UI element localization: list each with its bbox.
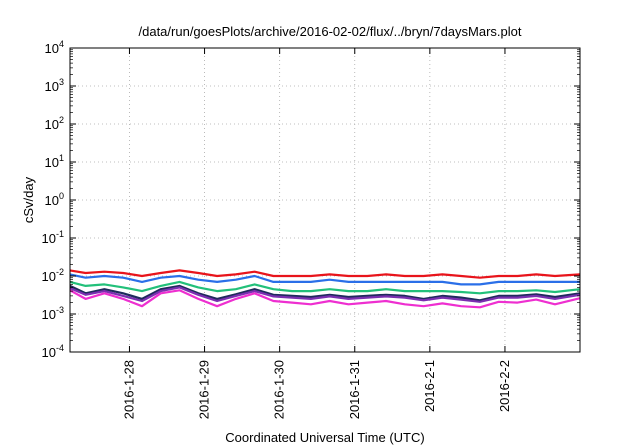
y-tick-label: 100 xyxy=(45,191,64,208)
x-axis-label: Coordinated Universal Time (UTC) xyxy=(225,430,424,445)
y-tick-label: 10-1 xyxy=(42,229,64,246)
y-tick-label: 103 xyxy=(45,77,64,94)
x-tick-label: 2016-1-29 xyxy=(197,360,212,419)
series-line xyxy=(69,289,581,309)
series-line xyxy=(69,280,581,295)
y-axis-label: cSv/day xyxy=(21,176,36,223)
y-tick-label: 102 xyxy=(45,115,64,132)
chart-title: /data/run/goesPlots/archive/2016-02-02/f… xyxy=(139,24,522,39)
grid xyxy=(70,48,580,352)
y-tick-label: 101 xyxy=(45,153,64,170)
y-tick-label: 10-4 xyxy=(42,343,64,360)
x-tick-label: 2016-2-2 xyxy=(497,360,512,412)
series-group xyxy=(69,269,581,309)
x-axis: 2016-1-28 2016-1-29 2016-1-30 2016-1-31 2016… xyxy=(121,48,512,419)
series-line xyxy=(69,273,580,286)
x-tick-label: 2016-1-28 xyxy=(121,360,136,419)
series-line xyxy=(69,269,581,279)
x-tick-label: 2016-2-1 xyxy=(422,360,437,412)
y-tick-label: 10-2 xyxy=(42,267,64,284)
y-tick-label: 104 xyxy=(45,39,64,56)
x-tick-label: 2016-1-31 xyxy=(347,360,362,419)
series-line xyxy=(69,284,581,302)
y-axis: 10-4 10-3 10-2 10-1 100 101 102 103 104 xyxy=(42,39,580,360)
series-line xyxy=(69,286,581,303)
x-tick-label: 2016-1-30 xyxy=(272,360,287,419)
y-tick-label: 10-3 xyxy=(42,305,64,322)
